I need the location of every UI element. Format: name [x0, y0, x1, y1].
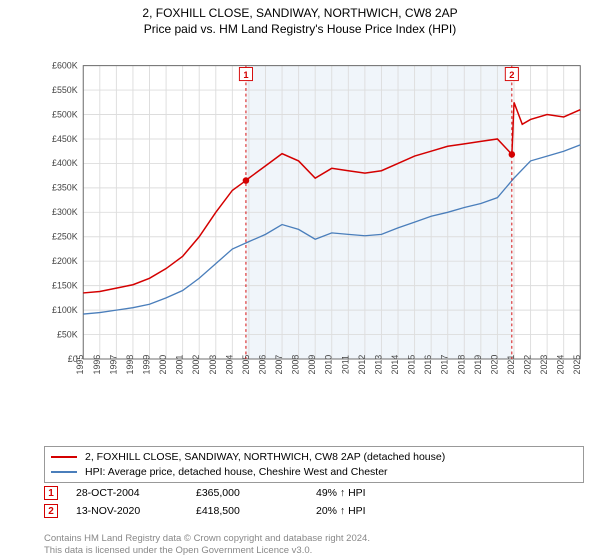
y-tick-label: £450K [52, 134, 78, 144]
footer-line-2: This data is licensed under the Open Gov… [44, 545, 584, 556]
x-tick-label: 2004 [224, 355, 234, 375]
y-tick-label: £550K [52, 85, 78, 95]
chart-title: 2, FOXHILL CLOSE, SANDIWAY, NORTHWICH, C… [0, 6, 600, 20]
event-date: 28-OCT-2004 [76, 487, 196, 499]
line-chart-svg: £0£50K£100K£150K£200K£250K£300K£350K£400… [44, 46, 584, 416]
event-price: £365,000 [196, 487, 316, 499]
x-tick-label: 2014 [390, 355, 400, 375]
footer-line-1: Contains HM Land Registry data © Crown c… [44, 533, 584, 544]
legend-row: 2, FOXHILL CLOSE, SANDIWAY, NORTHWICH, C… [51, 450, 577, 465]
event-row: 2 13-NOV-2020£418,50020% ↑ HPI [44, 504, 584, 518]
x-tick-label: 2017 [440, 355, 450, 375]
x-tick-label: 1997 [108, 355, 118, 375]
x-tick-label: 2000 [158, 355, 168, 375]
event-dot-2 [509, 151, 516, 158]
title-block: 2, FOXHILL CLOSE, SANDIWAY, NORTHWICH, C… [0, 0, 600, 36]
x-tick-label: 2008 [291, 355, 301, 375]
chart-subtitle: Price paid vs. HM Land Registry's House … [0, 22, 600, 36]
chart-plot-area: £0£50K£100K£150K£200K£250K£300K£350K£400… [44, 46, 584, 416]
y-tick-label: £400K [52, 158, 78, 168]
event-price: £418,500 [196, 505, 316, 517]
x-tick-label: 2010 [324, 355, 334, 375]
y-tick-label: £200K [52, 256, 78, 266]
x-tick-label: 1995 [75, 355, 85, 375]
legend-swatch [51, 456, 77, 458]
events-table: 1 28-OCT-2004£365,00049% ↑ HPI 2 13-NOV-202… [44, 486, 584, 522]
event-label-num-1: 1 [243, 70, 248, 80]
x-tick-label: 2022 [523, 355, 533, 375]
x-tick-label: 1998 [125, 355, 135, 375]
x-tick-label: 2009 [307, 355, 317, 375]
legend-label: 2, FOXHILL CLOSE, SANDIWAY, NORTHWICH, C… [85, 450, 445, 465]
x-tick-label: 2007 [274, 355, 284, 375]
y-tick-label: £250K [52, 232, 78, 242]
x-tick-label: 2019 [473, 355, 483, 375]
footer-attribution: Contains HM Land Registry data © Crown c… [44, 533, 584, 556]
x-tick-label: 2020 [489, 355, 499, 375]
y-tick-label: £500K [52, 109, 78, 119]
legend-box: 2, FOXHILL CLOSE, SANDIWAY, NORTHWICH, C… [44, 446, 584, 483]
x-tick-label: 1999 [142, 355, 152, 375]
x-tick-label: 2011 [340, 355, 350, 374]
x-tick-label: 2001 [175, 355, 185, 375]
x-tick-label: 2002 [191, 355, 201, 375]
x-tick-label: 1996 [92, 355, 102, 375]
x-tick-label: 2012 [357, 355, 367, 375]
legend-swatch [51, 471, 77, 473]
legend-label: HPI: Average price, detached house, Ches… [85, 465, 388, 480]
x-tick-label: 2016 [423, 355, 433, 375]
x-tick-label: 2018 [456, 355, 466, 375]
legend-row: HPI: Average price, detached house, Ches… [51, 465, 577, 480]
event-dot-1 [243, 177, 250, 184]
event-hpi: 20% ↑ HPI [316, 505, 366, 517]
y-tick-label: £100K [52, 305, 78, 315]
x-tick-label: 2021 [506, 355, 516, 375]
x-tick-label: 2015 [407, 355, 417, 375]
x-tick-label: 2013 [373, 355, 383, 375]
x-tick-label: 2006 [257, 355, 267, 375]
event-marker-badge: 2 [44, 504, 58, 518]
chart-container: 2, FOXHILL CLOSE, SANDIWAY, NORTHWICH, C… [0, 0, 600, 560]
x-tick-label: 2024 [556, 355, 566, 375]
y-tick-label: £350K [52, 183, 78, 193]
event-hpi: 49% ↑ HPI [316, 487, 366, 499]
event-marker-badge: 1 [44, 486, 58, 500]
x-tick-label: 2025 [572, 355, 582, 375]
event-row: 1 28-OCT-2004£365,00049% ↑ HPI [44, 486, 584, 500]
y-tick-label: £600K [52, 60, 78, 70]
y-tick-label: £150K [52, 280, 78, 290]
y-tick-label: £50K [57, 329, 78, 339]
y-tick-label: £300K [52, 207, 78, 217]
event-label-num-2: 2 [509, 70, 514, 80]
event-date: 13-NOV-2020 [76, 505, 196, 517]
x-tick-label: 2023 [539, 355, 549, 375]
x-tick-label: 2003 [208, 355, 218, 375]
